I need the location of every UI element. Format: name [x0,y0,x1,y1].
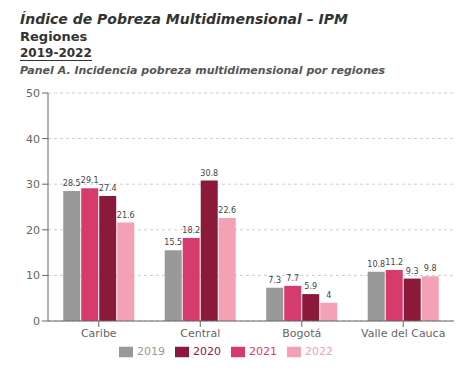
html-text:2022: 2022 [305,345,333,358]
html-text:2019: 2019 [137,345,165,358]
svg-text:50: 50 [26,87,40,100]
svg-text:9.3: 9.3 [406,267,419,276]
svg-text:20: 20 [26,224,40,237]
svg-text:10.8: 10.8 [367,260,385,269]
html-text:2021: 2021 [249,345,277,358]
svg-text:7.7: 7.7 [286,274,299,283]
svg-text:18.2: 18.2 [182,226,200,235]
svg-text:11.2: 11.2 [385,258,403,267]
svg-text:4: 4 [326,291,331,300]
svg-text:0: 0 [33,315,40,328]
svg-text:21.6: 21.6 [117,211,135,220]
html-text:Panel A. Incidencia pobreza mu: Panel A. Incidencia pobreza multidimensi… [20,64,385,77]
svg-text:Valle del Cauca: Valle del Cauca [361,327,445,340]
svg-text:27.4: 27.4 [99,184,117,193]
svg-text:9.8: 9.8 [424,264,437,273]
svg-text:30.8: 30.8 [200,169,218,178]
svg-text:Central: Central [180,327,220,340]
svg-text:22.6: 22.6 [218,206,236,215]
html-text:2020: 2020 [193,345,221,358]
svg-text:Caribe: Caribe [81,327,117,340]
html-text:Regiones: Regiones [20,29,88,44]
svg-text:Bogotá: Bogotá [282,327,321,340]
html-text:Índice de Pobreza Multidimensi: Índice de Pobreza Multidimensional – IPM [20,11,348,27]
svg-text:28.5: 28.5 [63,179,81,188]
svg-text:7.3: 7.3 [268,276,281,285]
html-text:2019-2022: 2019-2022 [20,46,92,60]
svg-text:30: 30 [26,178,40,191]
svg-text:10: 10 [26,269,40,282]
svg-text:5.9: 5.9 [304,282,317,291]
svg-text:29.1: 29.1 [81,176,99,185]
svg-text:15.5: 15.5 [164,238,182,247]
svg-text:40: 40 [26,133,40,146]
